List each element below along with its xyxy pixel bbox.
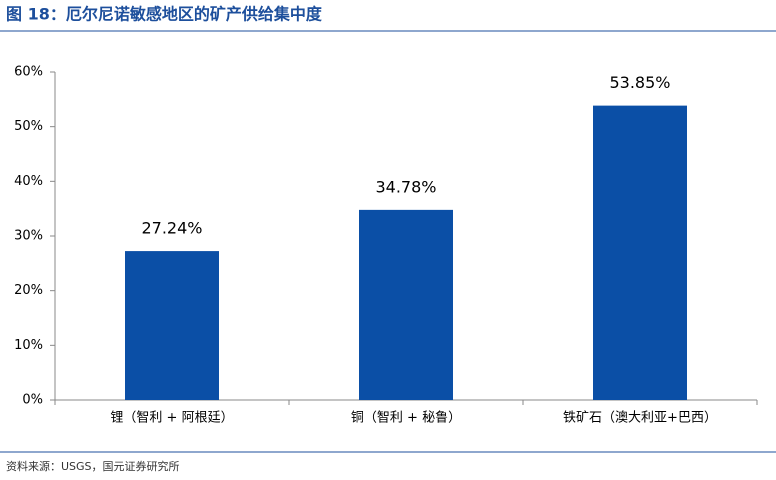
x-tick-label: 铜（智利 + 秘鲁） (351, 411, 461, 426)
value-label: 53.85% (609, 73, 670, 92)
bar (125, 251, 219, 400)
x-tick-label: 铁矿石（澳大利亚+巴西） (563, 410, 717, 426)
value-label: 34.78% (375, 177, 436, 196)
source-note: 资料来源：USGS，国元证券研究所 (6, 459, 180, 473)
x-tick-label: 锂（智利 + 阿根廷） (110, 411, 233, 426)
y-tick-label: 40% (14, 174, 43, 189)
y-tick-label: 20% (14, 283, 43, 298)
value-label: 27.24% (141, 219, 202, 238)
y-tick-label: 10% (14, 338, 43, 353)
bar (593, 105, 687, 401)
y-tick-label: 30% (14, 229, 43, 244)
bar (359, 209, 453, 400)
y-tick-label: 60% (14, 65, 43, 80)
chart-title: 图 18：厄尔尼诺敏感地区的矿产供给集中度 (6, 5, 323, 24)
y-tick-label: 50% (14, 119, 43, 134)
y-tick-label: 0% (22, 393, 43, 408)
